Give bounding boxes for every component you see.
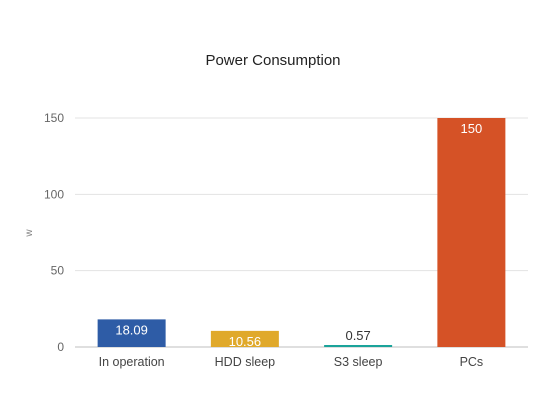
y-tick-label: 150 (44, 111, 64, 125)
bars (97, 118, 506, 347)
data-label: 150 (461, 121, 483, 136)
data-label: 10.56 (229, 334, 262, 349)
data-label: 0.57 (345, 328, 370, 343)
bar (324, 345, 393, 347)
y-tick-label: 50 (51, 264, 65, 278)
x-tick-label: In operation (99, 355, 165, 369)
bar (437, 118, 506, 347)
y-tick-label: 100 (44, 187, 64, 201)
y-tick-label: 0 (57, 340, 64, 354)
chart-title: Power Consumption (205, 52, 340, 69)
x-tick-label: HDD sleep (215, 355, 275, 369)
value-labels: 18.09 10.56 0.57 150 (115, 121, 482, 349)
x-axis-labels: In operation HDD sleep S3 sleep PCs (99, 355, 484, 369)
y-axis-ticks: 0 50 100 150 (44, 111, 64, 354)
bar (210, 330, 279, 347)
x-tick-label: PCs (460, 355, 484, 369)
y-axis-label: w (24, 229, 35, 238)
x-tick-label: S3 sleep (334, 355, 383, 369)
bar (97, 319, 166, 347)
data-label: 18.09 (115, 322, 148, 337)
